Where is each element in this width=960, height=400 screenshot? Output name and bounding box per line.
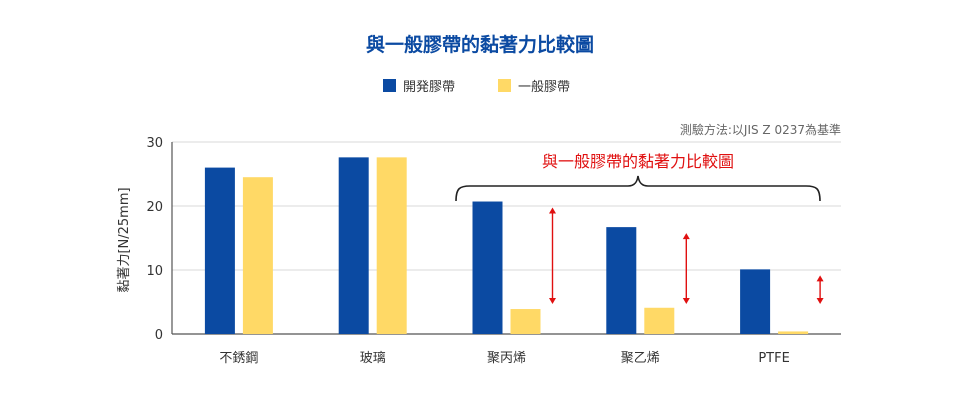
- comparison-annotation: 與一般膠帶的黏著力比較圖: [542, 152, 734, 171]
- arrow-head-up: [549, 207, 556, 214]
- bar-developed-tape: [740, 269, 771, 334]
- y-axis-label: 黏著力[N/25mm]: [116, 187, 132, 292]
- bars: [204, 157, 809, 334]
- y-tick-labels: 0 10 20 30: [146, 136, 163, 343]
- bar-general-tape: [376, 157, 407, 334]
- test-method-note: 測驗方法:以JIS Z 0237為基準: [680, 122, 841, 137]
- legend-item-developed-tape: 開発膠帶: [383, 76, 455, 95]
- bar-general-tape: [510, 309, 541, 334]
- legend-label-developed-tape: 開発膠帶: [403, 80, 456, 95]
- x-tick-label: 聚乙烯: [621, 351, 660, 366]
- y-tick-label: 30: [146, 136, 163, 151]
- difference-arrows: [549, 207, 824, 304]
- legend-swatch-developed-tape: [383, 79, 396, 92]
- arrow-head-down: [549, 298, 556, 304]
- gridlines: [171, 141, 841, 335]
- arrow-head-down: [682, 298, 690, 304]
- x-tick-label: 聚丙烯: [487, 351, 526, 366]
- legend-label-general-tape: 一般膠帶: [518, 80, 571, 95]
- chart-title: 與一般膠帶的黏著力比較圖: [365, 34, 594, 56]
- x-tick-label: 玻璃: [360, 351, 386, 366]
- x-tick-labels: 不銹鋼 玻璃 聚丙烯 聚乙烯 PTFE: [219, 351, 789, 366]
- x-tick-label: PTFE: [758, 351, 789, 366]
- legend-swatch-general-tape: [498, 79, 511, 92]
- bar-developed-tape: [338, 157, 369, 334]
- y-tick-label: 20: [146, 200, 163, 215]
- y-tick-label: 0: [155, 328, 163, 343]
- legend-item-general-tape: 一般膠帶: [498, 76, 570, 95]
- bar-developed-tape: [606, 227, 637, 334]
- bar-general-tape: [242, 177, 273, 334]
- arrow-head-up: [816, 275, 824, 282]
- y-tick-label: 10: [146, 264, 163, 279]
- legend: 開発膠帶 一般膠帶: [0, 76, 960, 96]
- bar-general-tape: [778, 331, 809, 334]
- bar-developed-tape: [204, 167, 235, 334]
- arrow-head-up: [682, 233, 690, 240]
- bar-developed-tape: [472, 201, 503, 334]
- comparison-brace: [455, 175, 821, 202]
- bar-general-tape: [644, 307, 675, 334]
- x-tick-label: 不銹鋼: [219, 351, 258, 366]
- arrow-head-down: [816, 298, 824, 304]
